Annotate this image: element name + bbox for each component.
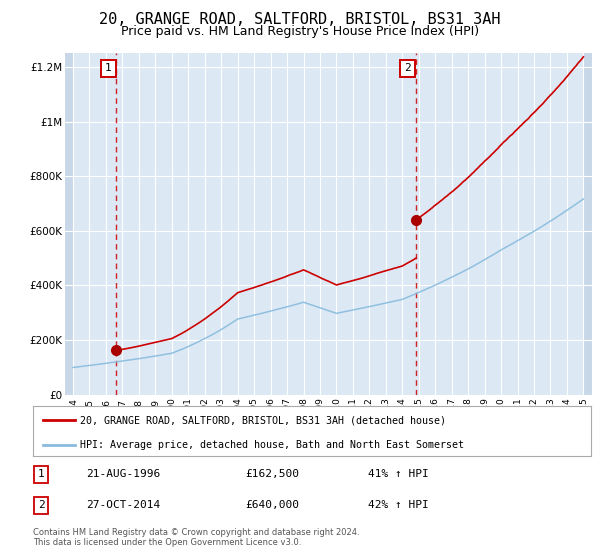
- Text: HPI: Average price, detached house, Bath and North East Somerset: HPI: Average price, detached house, Bath…: [80, 440, 464, 450]
- Text: 2: 2: [404, 63, 411, 73]
- Bar: [583, 53, 592, 395]
- Text: Price paid vs. HM Land Registry's House Price Index (HPI): Price paid vs. HM Land Registry's House …: [121, 25, 479, 38]
- Text: 2: 2: [38, 500, 45, 510]
- Text: 1: 1: [105, 63, 112, 73]
- Text: 1: 1: [38, 469, 45, 479]
- Text: £640,000: £640,000: [245, 500, 299, 510]
- Text: 41% ↑ HPI: 41% ↑ HPI: [368, 469, 428, 479]
- Text: 42% ↑ HPI: 42% ↑ HPI: [368, 500, 428, 510]
- Bar: [65, 53, 73, 395]
- Text: 27-OCT-2014: 27-OCT-2014: [86, 500, 160, 510]
- Text: 20, GRANGE ROAD, SALTFORD, BRISTOL, BS31 3AH: 20, GRANGE ROAD, SALTFORD, BRISTOL, BS31…: [99, 12, 501, 27]
- Text: Contains HM Land Registry data © Crown copyright and database right 2024.
This d: Contains HM Land Registry data © Crown c…: [33, 528, 359, 547]
- Text: 21-AUG-1996: 21-AUG-1996: [86, 469, 160, 479]
- Text: 20, GRANGE ROAD, SALTFORD, BRISTOL, BS31 3AH (detached house): 20, GRANGE ROAD, SALTFORD, BRISTOL, BS31…: [80, 415, 446, 425]
- Text: £162,500: £162,500: [245, 469, 299, 479]
